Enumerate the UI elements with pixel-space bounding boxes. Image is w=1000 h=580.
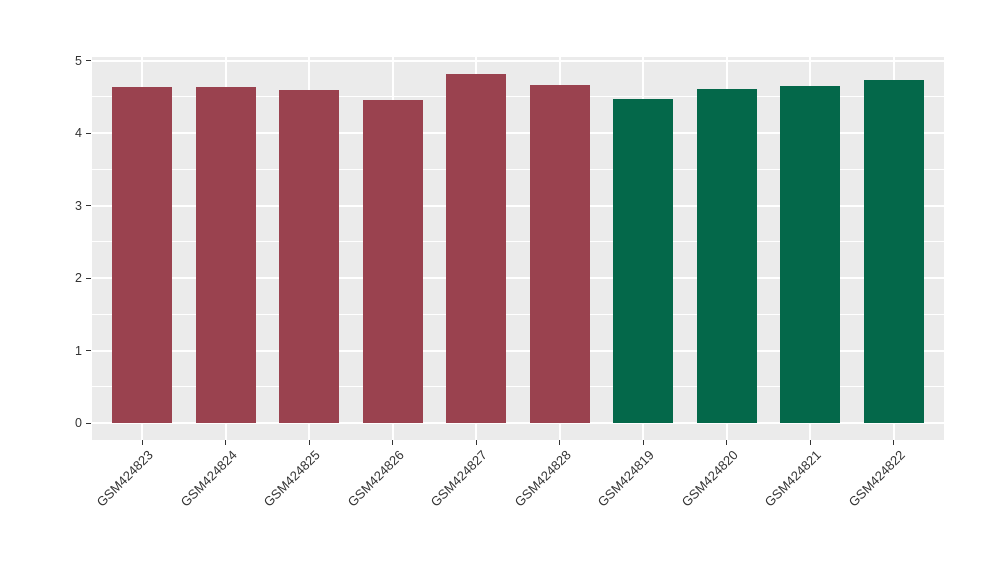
x-axis-tick: [475, 440, 477, 445]
bar-GSM424822: [863, 80, 924, 423]
x-axis-tick-label: GSM424823: [93, 447, 157, 510]
y-axis-tick-label: 3: [75, 198, 82, 213]
x-axis-tick: [308, 440, 310, 445]
gridline-minor-horizontal: [92, 241, 944, 243]
y-axis-tick-label: 1: [75, 343, 82, 358]
bar-GSM424823: [112, 87, 173, 423]
x-axis-tick: [392, 440, 394, 445]
gridline-major-horizontal: [92, 422, 944, 424]
x-axis-tick-label: GSM424826: [344, 447, 407, 510]
x-axis-tick: [225, 440, 227, 445]
gridline-major-horizontal: [92, 59, 944, 62]
bar-GSM424825: [279, 90, 340, 423]
bar-GSM424826: [362, 100, 423, 423]
x-axis-tick: [559, 440, 561, 445]
x-axis-tick-label: GSM424828: [511, 447, 574, 510]
bar-GSM424819: [613, 98, 674, 423]
bar-GSM424820: [696, 88, 757, 423]
y-axis-tick: [86, 277, 91, 279]
gridline-minor-horizontal: [92, 386, 944, 388]
gridline-major-horizontal: [92, 204, 944, 207]
plot-panel: [92, 57, 944, 440]
y-axis-tick: [86, 132, 91, 134]
x-axis-tick-label: GSM424822: [845, 447, 908, 510]
x-axis-tick: [809, 440, 811, 445]
y-axis-tick-label: 4: [75, 126, 82, 140]
bar-GSM424827: [446, 74, 507, 423]
y-axis-tick-label: 0: [75, 416, 82, 430]
gridline-major-horizontal: [92, 277, 944, 279]
y-axis-tick: [86, 350, 91, 351]
bar-GSM424821: [780, 85, 841, 423]
x-axis-tick-label: GSM424821: [762, 447, 825, 510]
y-axis-tick-label: 5: [75, 53, 82, 68]
y-axis-tick: [86, 422, 91, 424]
bar-GSM424824: [195, 87, 256, 423]
x-axis-tick-label: GSM424827: [427, 447, 491, 510]
gridline-minor-horizontal: [92, 168, 944, 170]
bar-GSM424828: [529, 85, 590, 423]
x-axis-tick: [642, 440, 644, 445]
y-axis-tick: [86, 205, 91, 206]
y-axis-tick-label: 2: [75, 271, 82, 285]
x-axis-tick: [893, 440, 895, 445]
gridline-minor-horizontal: [92, 96, 944, 98]
x-axis-tick-label: GSM424820: [678, 447, 741, 510]
x-axis-tick-label: GSM424819: [594, 447, 658, 510]
gridline-major-horizontal: [92, 349, 944, 352]
x-axis-tick-label: GSM424825: [260, 447, 324, 510]
x-axis-tick-label: GSM424824: [177, 447, 240, 510]
x-axis-tick: [726, 440, 728, 445]
gridline-minor-horizontal: [92, 313, 944, 315]
x-axis-tick: [141, 440, 143, 445]
y-axis-tick: [86, 60, 91, 61]
gridline-major-horizontal: [92, 132, 944, 134]
